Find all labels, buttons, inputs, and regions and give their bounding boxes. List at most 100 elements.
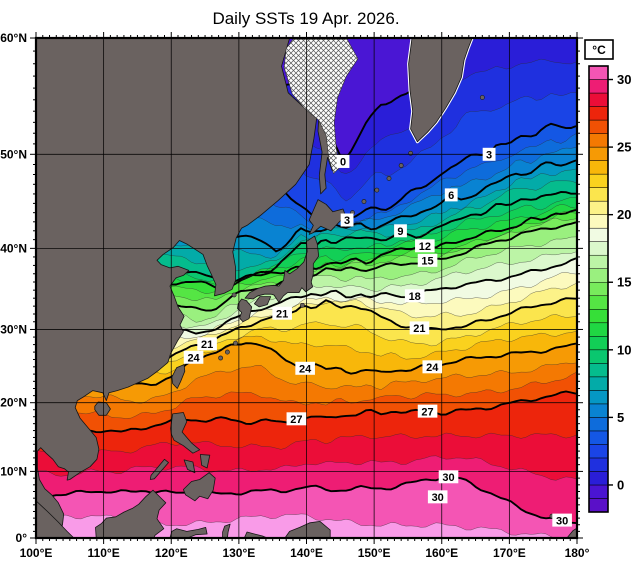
svg-text:21: 21: [276, 308, 288, 320]
land-hainan: [94, 401, 111, 416]
isotherm-line-26: [36, 372, 577, 419]
island-kuril-islands: [361, 199, 367, 204]
contour-label: 30: [427, 490, 448, 504]
island-izu-islands: [300, 302, 305, 308]
colorbar-segment: [588, 309, 609, 324]
contour-label: 9: [394, 224, 407, 238]
colorbar-tick-label: 15: [617, 275, 631, 290]
isotherm-line-25: [36, 362, 577, 404]
colorbar-segment: [588, 444, 609, 459]
land-new-guinea: [284, 521, 331, 538]
colorbar-segment: [588, 484, 609, 499]
x-axis-label: 160°E: [425, 546, 458, 560]
contour-label: 27: [417, 404, 438, 418]
colorbar-segment: [588, 227, 609, 242]
contour-label: 21: [197, 337, 217, 351]
colorbar-segment: [588, 417, 609, 432]
land-kyushu: [237, 298, 253, 323]
colorbar-segment: [588, 390, 609, 405]
colorbar-segment: [588, 254, 609, 269]
svg-text:6: 6: [448, 190, 454, 202]
x-axis-label: 140°E: [290, 546, 323, 560]
svg-text:30: 30: [442, 472, 454, 484]
colorbar-segment: [588, 295, 609, 310]
island-tsushima: [231, 292, 237, 298]
x-axis-label: 180°: [565, 546, 590, 560]
y-axis-label: 20°N: [0, 396, 27, 410]
colorbar-border: [588, 65, 609, 513]
colorbar-tick-label: 5: [617, 410, 624, 425]
y-axis-label: 30°N: [0, 322, 27, 336]
colorbar-tick-label: 30: [617, 72, 631, 87]
colorbar-segment: [588, 349, 609, 364]
svg-text:24: 24: [426, 362, 439, 374]
land-palawan: [149, 458, 169, 480]
colorbar-tick-label: 25: [617, 140, 631, 155]
contour-label: 24: [295, 361, 315, 375]
contour-label: 12: [415, 239, 435, 253]
svg-text:0: 0: [340, 157, 346, 169]
svg-text:12: 12: [419, 241, 431, 253]
colorbar-segment: [588, 376, 609, 391]
svg-text:3: 3: [486, 149, 492, 161]
colorbar-tick-label: 10: [617, 342, 631, 357]
x-axis-label: 130°E: [222, 546, 255, 560]
svg-text:27: 27: [421, 406, 433, 418]
svg-text:30: 30: [432, 492, 444, 504]
land-kamchatka: [408, 38, 473, 143]
land-sumatra-malaya: [36, 500, 75, 538]
colorbar-segment: [588, 173, 609, 188]
colorbar-segment: [588, 281, 609, 297]
svg-text:30: 30: [556, 515, 568, 527]
land-hokkaido: [308, 199, 347, 235]
x-axis-label: 170°E: [493, 546, 526, 560]
axes-and-frame: 100°E 110°E 120°E 130°E 140°E 150°E 160°E 170°E…: [0, 31, 589, 560]
x-axis-label: 150°E: [358, 546, 391, 560]
colorbar-segment: [588, 106, 609, 121]
colorbar-segment: [588, 336, 609, 351]
colorbar-tick-label: 0: [617, 477, 624, 492]
x-axis-label: 120°E: [155, 546, 188, 560]
y-axis-label: 0°: [16, 531, 28, 545]
island-kuril-islands: [398, 163, 404, 168]
land-mindanao: [183, 472, 216, 502]
svg-text:21: 21: [413, 323, 425, 335]
sea-ice-region: [283, 39, 359, 175]
colorbar-segment: [588, 119, 609, 134]
land-luzon: [170, 412, 201, 454]
contour-label: 15: [417, 253, 438, 268]
land-borneo: [95, 489, 167, 538]
island-commander-islands: [479, 95, 485, 100]
colorbar-segment: [588, 214, 609, 229]
svg-text:24: 24: [299, 363, 312, 375]
colorbar-segment: [588, 241, 609, 256]
colorbar-segment: [588, 133, 609, 148]
island-ryukyu-islands: [233, 340, 238, 346]
contour-label: 0: [336, 154, 350, 169]
colorbar-segment: [588, 498, 609, 513]
land-taiwan: [171, 364, 186, 389]
contour-label: 24: [183, 350, 204, 364]
contour-label: 18: [404, 289, 425, 303]
land-halmahera: [222, 523, 231, 538]
svg-text:3: 3: [344, 215, 350, 227]
land-new-guinea-west: [243, 531, 268, 538]
island-kuril-islands: [386, 176, 392, 181]
contour-label: 30: [438, 470, 459, 484]
colorbar-segment: [588, 268, 609, 283]
x-axis-label: 110°E: [88, 546, 120, 560]
colorbar-segment: [588, 79, 609, 94]
y-axis-label: 40°N: [0, 241, 27, 255]
land-asia-mainland: [36, 38, 318, 526]
y-axis-label: 50°N: [0, 147, 27, 161]
colorbar-segment: [588, 200, 609, 215]
contour-label: 21: [272, 306, 292, 320]
island-ryukyu-islands: [218, 355, 224, 361]
contour-label: 27: [286, 412, 307, 426]
contour-label: 30: [552, 513, 572, 527]
colorbar-unit-box: [584, 39, 614, 60]
colorbar-segment: [588, 187, 609, 202]
svg-text:18: 18: [409, 291, 421, 303]
land-corner-island-se: [566, 527, 577, 538]
